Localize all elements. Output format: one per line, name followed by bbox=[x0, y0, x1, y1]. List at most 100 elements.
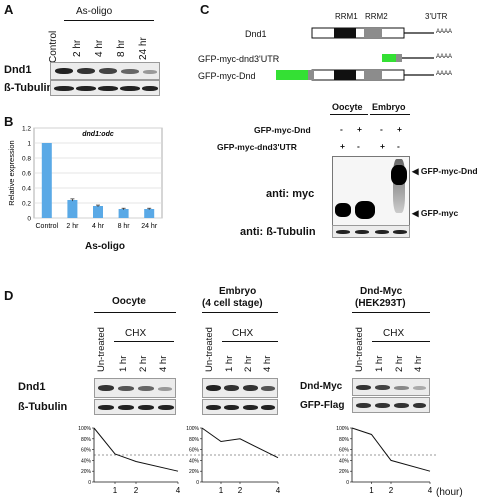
bar bbox=[144, 209, 155, 218]
sign: - bbox=[357, 141, 360, 151]
panel-a-label: A bbox=[4, 2, 14, 17]
d-g3-lane-2hr: 2 hr bbox=[394, 355, 405, 372]
d-g3-band bbox=[356, 403, 371, 408]
panel-a-band bbox=[121, 69, 139, 74]
polya-dnd: AAAA bbox=[436, 71, 453, 77]
d-g1-treatment: CHX bbox=[125, 328, 147, 339]
d-g1-band bbox=[98, 405, 114, 410]
panel-a-group-label: As-oligo bbox=[76, 6, 113, 17]
sign: + bbox=[357, 124, 362, 134]
x-tick-label: 4 bbox=[176, 486, 181, 495]
d-g2-band bbox=[206, 405, 221, 410]
series-line bbox=[201, 427, 279, 459]
sign: - bbox=[397, 141, 400, 151]
x-tick-label: 2 bbox=[389, 486, 394, 495]
d-g3-lane-1hr: 1 hr bbox=[374, 355, 385, 372]
d-g3-band bbox=[375, 385, 390, 390]
d-g3-blot-gfpflag bbox=[352, 397, 430, 413]
group-embryo-label: Embryo bbox=[372, 102, 406, 112]
y-tick-label: 60% bbox=[339, 448, 350, 454]
d-g1-blot-tubulin bbox=[94, 399, 176, 415]
y-tick-label: 0 bbox=[346, 480, 349, 486]
construct-dnd-gfp bbox=[276, 70, 310, 80]
d-g3-band bbox=[413, 386, 426, 390]
d-g3-band bbox=[356, 385, 371, 390]
y-tick-label: 0 bbox=[88, 480, 91, 486]
panel-d-label: D bbox=[4, 288, 14, 303]
d-g3-band bbox=[394, 403, 409, 408]
y-tick-label: 100% bbox=[186, 426, 199, 432]
panel-c-tubulin-band bbox=[393, 230, 407, 234]
series-line bbox=[351, 427, 431, 472]
panel-a-band bbox=[120, 86, 140, 91]
d-g2-treatment-bar bbox=[222, 341, 278, 342]
panel-a-lane-4hr: 4 hr bbox=[94, 39, 105, 57]
construct-dnd1-orf bbox=[311, 27, 405, 39]
panel-a-lane-control: Control bbox=[48, 30, 59, 63]
d-row-dnd1-label: Dnd1 bbox=[18, 381, 46, 393]
panel-d-charts: 0 20% 40% 60% 80% 100% 1 2 4 0 20% 40% 60% 80% 100% 1 2 4… bbox=[78, 426, 436, 495]
band-embryo-dnd bbox=[391, 165, 407, 185]
d-g2-lane-2hr: 2 hr bbox=[243, 355, 254, 372]
d-g1-band bbox=[158, 387, 172, 391]
d-g2-band bbox=[206, 385, 221, 391]
d-g2-lane-1hr: 1 hr bbox=[224, 355, 235, 372]
panel-a-band bbox=[54, 86, 74, 91]
d-g2-band bbox=[261, 405, 275, 410]
y-tick-label: 1 bbox=[27, 141, 31, 148]
construct-utr-label: GFP-myc-dnd3'UTR bbox=[198, 54, 280, 64]
d-unit-label: (hour) bbox=[436, 487, 463, 498]
d-group3-bar bbox=[352, 312, 430, 313]
d-g3-band bbox=[394, 386, 409, 390]
y-tick-label: 0.4 bbox=[22, 186, 31, 193]
d-group1-bar bbox=[94, 312, 176, 313]
group-oocyte-bar bbox=[330, 114, 368, 115]
x-tick-label: 1 bbox=[113, 486, 118, 495]
panel-a-band bbox=[143, 70, 157, 74]
bar bbox=[67, 200, 78, 218]
d-g3-treatment: CHX bbox=[383, 328, 405, 339]
d-group2-title: Embryo bbox=[219, 286, 257, 297]
d-g2-treatment: CHX bbox=[232, 328, 254, 339]
x-tick-label: 1 bbox=[369, 486, 374, 495]
d-g3-blot-dndmyc bbox=[352, 378, 430, 396]
polya-utr: AAAA bbox=[436, 54, 453, 60]
polya-dnd1: AAAA bbox=[436, 29, 453, 35]
y-axis-label: Relative expression bbox=[7, 140, 16, 205]
y-tick-label: 0.6 bbox=[22, 171, 31, 178]
d-g3-band bbox=[375, 403, 390, 408]
arrow-gfp-myc-dnd: ◀ GFP-myc-Dnd bbox=[412, 166, 478, 176]
d-row-dndmyc-label: Dnd-Myc bbox=[300, 381, 343, 392]
panel-a-band bbox=[77, 68, 95, 74]
panel-a-band bbox=[142, 86, 158, 91]
y-tick-label: 80% bbox=[81, 437, 92, 443]
d-group3-subtitle: (HEK293T) bbox=[355, 298, 406, 309]
row-gfp-myc-utr-label: GFP-myc-dnd3'UTR bbox=[217, 142, 297, 152]
y-tick-label: 0.2 bbox=[22, 201, 31, 208]
d-g1-band bbox=[158, 405, 174, 410]
d-g3-treatment-bar bbox=[372, 341, 430, 342]
y-tick-label: 80% bbox=[339, 437, 350, 443]
rrm2-domain bbox=[364, 28, 382, 38]
panel-b-chart: 0 0.2 0.4 0.6 0.8 1 1.2 dnd1:odc Control 2 hr 4 hr… bbox=[7, 126, 163, 230]
arrow-gfp-myc-dnd-label: GFP-myc-Dnd bbox=[420, 166, 478, 176]
x-tick-label: 4 bbox=[276, 486, 281, 495]
blot-c-tubulin bbox=[332, 225, 410, 238]
x-tick-label: 2 bbox=[238, 486, 243, 495]
panel-a-band bbox=[76, 86, 96, 91]
panel-a-row-tubulin: ß-Tubulin bbox=[4, 82, 54, 94]
d-g2-lane-4hr: 4 hr bbox=[262, 355, 273, 372]
d-g3-lane-4hr: 4 hr bbox=[413, 355, 424, 372]
d-g2-band bbox=[243, 405, 258, 410]
d-g2-band bbox=[224, 385, 239, 391]
panel-a-row-dnd1: Dnd1 bbox=[4, 64, 32, 76]
d-g2-band bbox=[243, 385, 258, 391]
construct-diagram bbox=[311, 27, 434, 81]
panel-a-lane-8hr: 8 hr bbox=[116, 39, 127, 57]
panel-a-lane-2hr: 2 hr bbox=[72, 39, 83, 57]
bar bbox=[41, 143, 52, 218]
construct-dnd-label: GFP-myc-Dnd bbox=[198, 71, 256, 81]
x-tick-label: 2 bbox=[134, 486, 139, 495]
group-embryo-bar bbox=[370, 114, 410, 115]
panel-a-blot-tubulin bbox=[50, 80, 160, 96]
